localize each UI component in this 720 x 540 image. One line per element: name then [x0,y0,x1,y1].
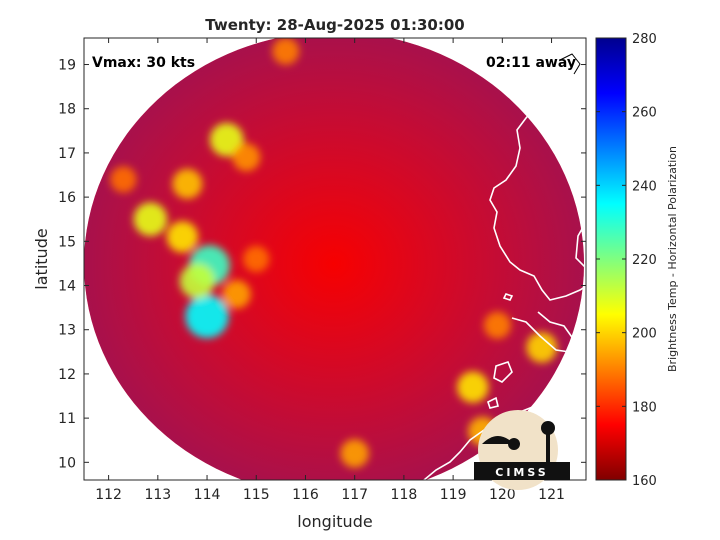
coastline-outside [559,53,581,75]
x-tick-label: 116 [292,487,319,503]
y-tick-label: 15 [58,234,76,250]
convection-cell [133,202,168,237]
time-away-label: 02:11 away [486,55,576,71]
colorbar [595,37,627,481]
x-tick-label: 120 [489,487,516,503]
swath-group [84,38,586,480]
convection-cell [340,439,369,468]
swath-shading [84,38,584,480]
y-tick-label: 11 [58,411,76,427]
convection-cell [457,371,489,403]
convection-cell [166,221,199,253]
y-tick-label: 17 [58,146,76,162]
convection-features [110,38,558,468]
x-tick-label: 112 [95,487,122,503]
x-tick-label: 117 [341,487,368,503]
satellite-dish-icon [482,436,514,444]
convection-cell [526,332,558,363]
colorbar-tick-label: 260 [632,106,657,121]
x-tick-label: 113 [144,487,171,503]
colorbar-tick-label: 220 [632,253,657,268]
y-tick-label: 16 [58,190,76,206]
tower-top-icon [541,421,555,435]
colorbar-ticks: 160 180 200 220 240 260 280 [596,32,657,489]
y-tick-label: 13 [58,323,76,339]
colorbar-tick-label: 280 [632,32,657,47]
colorbar-tick-label: 200 [632,327,657,342]
x-tick-label: 118 [391,487,418,503]
logo-text: CIMSS [495,466,548,479]
y-axis: 10 11 12 13 14 15 16 17 18 19 [58,58,586,471]
y-tick-label: 19 [58,58,76,74]
convection-cell [209,122,244,157]
convection-cell [222,280,251,309]
x-tick-label: 119 [440,487,467,503]
axes-box [83,37,587,481]
coastline-island-c [502,293,514,301]
colorbar-tick-label: 240 [632,179,657,194]
coastline-island-b [487,396,499,409]
y-tick-label: 14 [58,279,76,295]
logo-dish-knob [508,438,520,450]
convection-cell [185,294,229,339]
convection-cell [243,245,270,273]
coastline-island-a [493,361,513,383]
y-axis-label: latitude [32,228,51,289]
convection-cell [272,38,300,65]
coastline-mindoro [511,311,575,353]
convection-cell [179,263,215,299]
chart-title: Twenty: 28-Aug-2025 01:30:00 [205,16,464,34]
convection-cell [232,143,261,172]
colorbar-tick-label: 160 [632,474,657,489]
y-tick-label: 10 [58,455,76,471]
logo-banner [474,462,570,480]
colorbar-tick-label: 180 [632,400,657,415]
coastline-luzon [489,42,586,301]
y-tick-label: 18 [58,102,76,118]
convection-cell [110,166,137,193]
colorbar-label: Brightness Temp - Horizontal Polarizatio… [666,146,679,372]
x-axis-label: longitude [297,512,372,531]
x-axis: 112 113 114 115 116 117 118 119 120 121 [95,38,565,503]
convection-cell [483,311,511,339]
y-tick-label: 12 [58,367,76,383]
coastline-bay [575,221,586,269]
convection-cell [172,168,203,199]
x-tick-label: 115 [243,487,270,503]
tower-icon [546,430,550,462]
x-tick-label: 114 [194,487,221,503]
vmax-label: Vmax: 30 kts [92,55,195,71]
x-tick-label: 121 [538,487,565,503]
cimss-logo: CIMSS [474,410,570,490]
